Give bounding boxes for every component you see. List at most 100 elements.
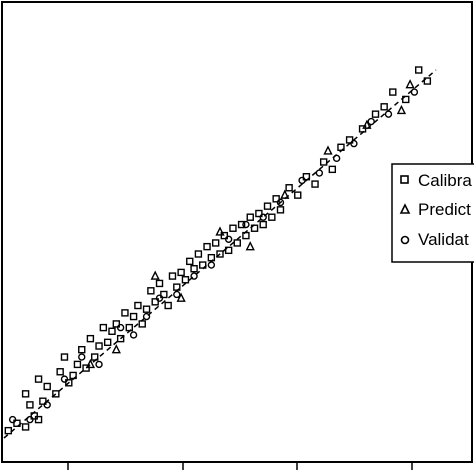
data-point-circle xyxy=(298,176,306,185)
data-point-square xyxy=(86,334,95,343)
data-point-square xyxy=(229,224,237,232)
data-point-square xyxy=(319,158,328,166)
data-point-square xyxy=(34,375,43,383)
data-point-circle xyxy=(224,235,233,243)
data-point-square xyxy=(13,419,21,427)
data-point-square xyxy=(337,143,345,151)
data-point-square xyxy=(95,342,103,350)
data-point-square xyxy=(78,345,86,354)
data-point-square xyxy=(69,371,77,380)
data-point-triangle xyxy=(85,358,96,369)
data-point-square xyxy=(129,312,138,321)
data-point-square xyxy=(164,301,172,310)
data-point-square xyxy=(21,423,30,431)
data-point-square xyxy=(380,103,388,111)
data-point-square xyxy=(142,305,151,313)
data-point-circle xyxy=(8,415,17,424)
legend-label-validat: Validat xyxy=(418,230,469,249)
data-point-circle xyxy=(190,272,198,280)
data-point-square xyxy=(207,253,216,262)
data-point-square xyxy=(43,382,51,391)
data-point-square xyxy=(134,301,142,310)
data-point-square xyxy=(73,360,82,369)
data-point-square xyxy=(268,213,276,221)
data-point-circle xyxy=(367,117,375,126)
data-point-square xyxy=(423,77,432,85)
data-point-square xyxy=(415,66,423,74)
data-point-square xyxy=(294,191,302,199)
data-point-triangle xyxy=(245,241,255,251)
data-point-square xyxy=(21,390,30,398)
data-point-square xyxy=(116,334,125,343)
data-point-circle xyxy=(95,360,103,369)
legend-circle-icon xyxy=(400,235,410,245)
data-point-square xyxy=(285,184,293,192)
data-point-square xyxy=(194,250,203,258)
data-point-circle xyxy=(116,323,125,332)
data-point-triangle xyxy=(150,270,160,280)
data-point-square xyxy=(302,173,311,181)
data-point-square xyxy=(211,239,220,247)
data-point-triangle xyxy=(396,104,407,115)
data-point-square xyxy=(371,110,380,118)
data-point-square xyxy=(173,283,181,291)
data-point-triangle xyxy=(280,189,290,199)
data-point-square xyxy=(56,368,64,376)
data-point-square xyxy=(311,180,319,188)
data-point-square xyxy=(276,206,285,214)
data-point-circle xyxy=(410,88,419,96)
data-point-triangle xyxy=(405,79,415,89)
data-point-square xyxy=(402,95,410,104)
data-points xyxy=(4,66,432,435)
data-point-square xyxy=(328,165,337,174)
data-point-square xyxy=(91,353,99,361)
data-point-square xyxy=(186,257,194,266)
data-point-square xyxy=(52,390,60,398)
data-point-square xyxy=(263,202,272,210)
data-point-triangle xyxy=(111,344,121,354)
data-point-square xyxy=(26,401,34,409)
data-point-circle xyxy=(276,198,285,207)
data-point-circle xyxy=(207,261,216,269)
data-point-square xyxy=(108,327,116,335)
legend-square-icon xyxy=(400,175,409,184)
data-point-square xyxy=(121,309,129,317)
data-point-square xyxy=(151,298,159,306)
legend-label-predict: Predict xyxy=(418,200,471,219)
data-point-square xyxy=(242,231,250,240)
data-point-circle xyxy=(332,154,341,163)
data-point-circle xyxy=(78,353,86,361)
data-point-square xyxy=(39,397,47,405)
data-point-square xyxy=(177,268,185,277)
data-point-circle xyxy=(155,294,164,302)
data-point-square xyxy=(233,239,241,247)
data-point-square xyxy=(203,242,211,251)
data-point-square xyxy=(345,136,354,144)
data-point-circle xyxy=(315,169,324,177)
data-point-circle xyxy=(129,331,138,339)
data-point-square xyxy=(199,261,207,269)
data-point-circle xyxy=(384,110,393,118)
data-point-circle xyxy=(259,213,267,221)
data-point-square xyxy=(65,379,73,387)
data-point-square xyxy=(168,272,177,280)
data-point-square xyxy=(181,276,190,284)
data-point-square xyxy=(272,195,280,203)
data-point-square xyxy=(259,220,267,229)
legend-label-calibra: Calibra xyxy=(418,171,472,190)
data-point-square xyxy=(246,213,254,221)
data-point-square xyxy=(138,320,146,328)
data-point-circle xyxy=(142,312,151,321)
data-point-circle xyxy=(173,290,181,299)
data-point-square xyxy=(237,220,246,229)
data-point-square xyxy=(250,224,259,232)
legend: Calibra Predict Validat xyxy=(391,163,474,263)
data-point-square xyxy=(190,265,198,273)
data-point-square xyxy=(389,88,397,96)
data-point-triangle xyxy=(323,145,333,155)
data-point-square xyxy=(112,320,121,328)
data-point-circle xyxy=(60,375,69,383)
data-point-square xyxy=(147,287,155,295)
data-point-circle xyxy=(350,139,358,148)
